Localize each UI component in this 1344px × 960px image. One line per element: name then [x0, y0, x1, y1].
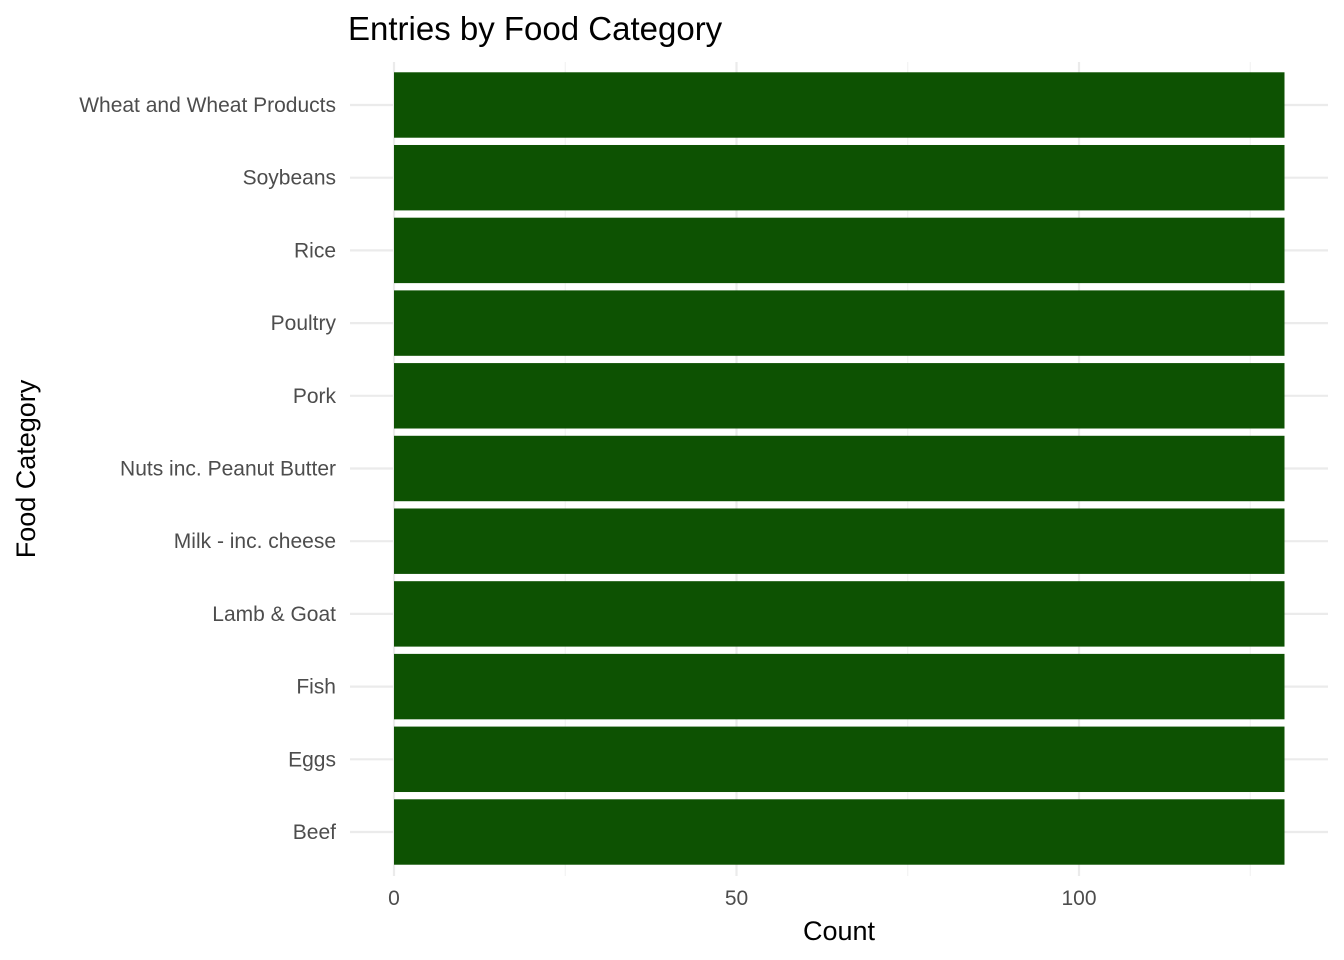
y-tick-label: Lamb & Goat	[212, 603, 336, 626]
y-tick-label: Eggs	[288, 748, 336, 771]
y-tick-label: Nuts inc. Peanut Butter	[120, 458, 336, 481]
y-tick-label: Rice	[294, 239, 336, 262]
y-tick-label: Pork	[293, 385, 337, 408]
bar	[394, 726, 1285, 793]
bar	[394, 508, 1285, 574]
bar	[394, 363, 1285, 429]
bar	[394, 217, 1285, 284]
chart-title: Entries by Food Category	[348, 10, 723, 47]
y-axis-ticks: Beef Eggs Fish Lamb & Goat Milk - inc. chees…	[79, 94, 336, 844]
y-tick-label: Milk - inc. cheese	[174, 530, 336, 553]
x-tick-label: 100	[1061, 887, 1096, 910]
y-tick-label: Poultry	[271, 312, 337, 335]
bar	[394, 72, 1285, 138]
y-tick-label: Wheat and Wheat Products	[79, 94, 336, 117]
x-tick-label: 0	[388, 887, 400, 910]
bar	[394, 144, 1285, 211]
y-axis-title: Food Category	[11, 379, 41, 558]
bar	[394, 290, 1285, 356]
y-tick-label: Fish	[296, 676, 336, 699]
bars	[394, 72, 1285, 865]
bar	[394, 435, 1285, 502]
x-tick-label: 50	[725, 887, 748, 910]
bar	[394, 653, 1285, 720]
x-axis-title: Count	[803, 916, 876, 946]
bar	[394, 581, 1285, 647]
y-tick-label: Soybeans	[243, 167, 336, 190]
y-tick-label: Beef	[293, 821, 336, 844]
x-axis-ticks: 0 50 100	[388, 887, 1096, 910]
bar	[394, 799, 1285, 865]
